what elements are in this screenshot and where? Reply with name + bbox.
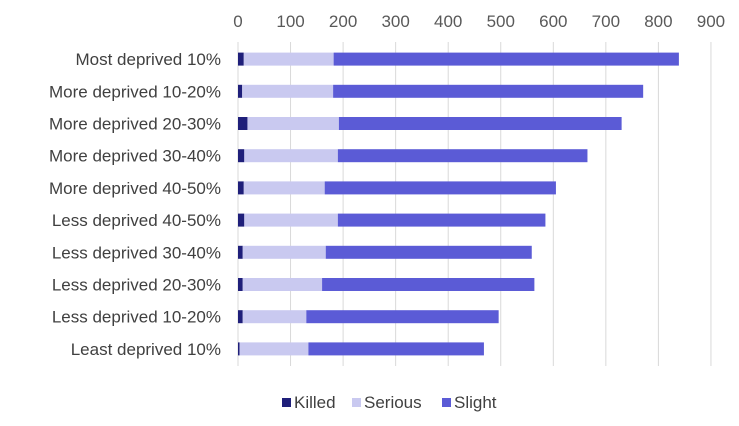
- bar-serious: [242, 278, 323, 291]
- category-label: More deprived 30-40%: [49, 147, 221, 166]
- legend-label-slight: Slight: [454, 393, 497, 412]
- bar-killed: [238, 117, 248, 130]
- legend-swatch-killed: [282, 398, 291, 407]
- x-tick-label: 600: [539, 12, 567, 31]
- x-tick-label: 200: [329, 12, 357, 31]
- bar-slight: [325, 245, 532, 259]
- bar-slight: [324, 181, 556, 195]
- x-tick-label: 500: [487, 12, 515, 31]
- bar-killed: [238, 342, 240, 356]
- bar-killed: [238, 52, 244, 66]
- bar-slight: [322, 278, 535, 291]
- bar-serious: [242, 310, 307, 324]
- category-label: More deprived 40-50%: [49, 179, 221, 198]
- x-tick-label: 800: [644, 12, 672, 31]
- x-tick-label: 900: [697, 12, 725, 31]
- bars: [238, 52, 679, 356]
- bar-serious: [243, 52, 334, 66]
- bar-slight: [306, 310, 499, 324]
- legend-swatch-slight: [442, 398, 451, 407]
- bar-slight: [337, 149, 588, 163]
- x-tick-label: 400: [434, 12, 462, 31]
- bar-serious: [247, 117, 339, 130]
- bar-killed: [238, 213, 245, 227]
- bar-killed: [238, 149, 245, 163]
- bar-killed: [238, 181, 244, 195]
- category-label: Most deprived 10%: [75, 50, 221, 69]
- legend-label-serious: Serious: [364, 393, 422, 412]
- category-label: Less deprived 20-30%: [52, 276, 221, 295]
- x-axis-ticks: 0 100 200 300 400 500 600 700 800 900: [233, 12, 725, 31]
- legend: Killed Serious Slight: [282, 393, 497, 412]
- category-label: Least deprived 10%: [71, 340, 221, 359]
- x-tick-label: 300: [381, 12, 409, 31]
- category-label: Less deprived 40-50%: [52, 211, 221, 230]
- x-tick-label: 700: [592, 12, 620, 31]
- bar-killed: [238, 84, 243, 98]
- legend-swatch-serious: [352, 398, 361, 407]
- bar-serious: [242, 245, 326, 259]
- bar-slight: [337, 213, 546, 227]
- bar-serious: [239, 342, 309, 356]
- bar-killed: [238, 245, 243, 259]
- category-label: Less deprived 10-20%: [52, 308, 221, 327]
- category-label: More deprived 20-30%: [49, 115, 221, 134]
- x-tick-label: 0: [233, 12, 242, 31]
- bar-slight: [338, 117, 622, 130]
- category-labels: Most deprived 10% More deprived 10-20% Mor…: [49, 50, 221, 359]
- legend-label-killed: Killed: [294, 393, 336, 412]
- bar-serious: [243, 181, 325, 195]
- bar-killed: [238, 310, 243, 324]
- category-label: More deprived 10-20%: [49, 82, 221, 101]
- x-tick-label: 100: [276, 12, 304, 31]
- bar-serious: [244, 213, 338, 227]
- bar-slight: [308, 342, 484, 356]
- bar-serious: [242, 84, 334, 98]
- bar-slight: [333, 52, 679, 66]
- bar-killed: [238, 278, 243, 291]
- bar-slight: [333, 84, 644, 98]
- category-label: Less deprived 30-40%: [52, 243, 221, 262]
- bar-serious: [244, 149, 338, 163]
